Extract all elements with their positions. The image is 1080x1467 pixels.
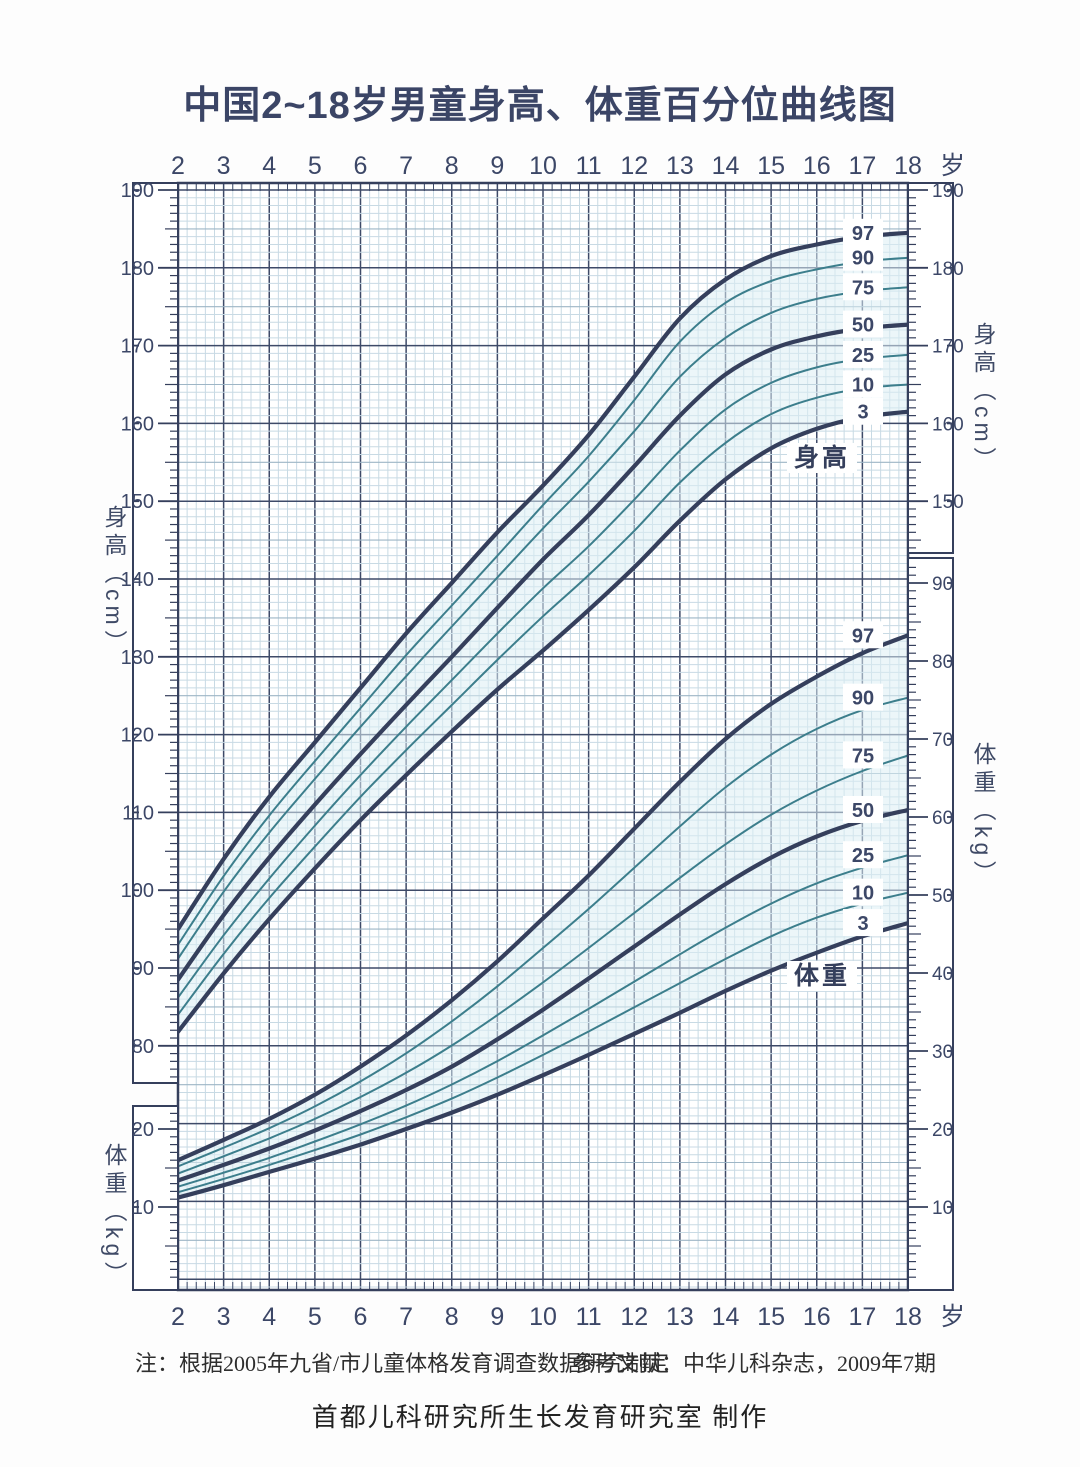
svg-text:8: 8 — [445, 1303, 459, 1331]
height-curves — [178, 230, 908, 1034]
svg-text:160: 160 — [121, 413, 154, 435]
svg-text:130: 130 — [121, 647, 154, 669]
svg-text:75: 75 — [852, 745, 874, 767]
svg-text:6: 6 — [354, 1303, 368, 1331]
height-percentile-labels: 97 90 75 50 25 10 3 — [843, 218, 883, 425]
svg-text:岁: 岁 — [940, 152, 965, 180]
svg-text:14: 14 — [712, 152, 740, 180]
page-title: 中国2~18岁男童身高、体重百分位曲线图 — [183, 85, 897, 127]
svg-text:97: 97 — [852, 625, 874, 647]
svg-text:10: 10 — [852, 375, 874, 397]
right-weight-axis-caption: 体重（kg） — [970, 742, 996, 889]
footnote-reference: 参考文献：中华儿科杂志，2009年7期 — [573, 1351, 937, 1376]
svg-text:3: 3 — [857, 913, 868, 935]
svg-text:80: 80 — [932, 652, 953, 673]
axis-minor-ticks — [186, 184, 900, 1289]
svg-text:190: 190 — [932, 181, 964, 202]
svg-text:2: 2 — [171, 1303, 185, 1331]
svg-text:4: 4 — [262, 152, 276, 180]
svg-text:97: 97 — [852, 223, 874, 245]
svg-text:2: 2 — [171, 152, 185, 180]
svg-text:40: 40 — [932, 964, 953, 985]
svg-text:180: 180 — [932, 259, 964, 280]
svg-text:11: 11 — [576, 1303, 602, 1331]
age-axis-labels: 2 2 3 3 4 4 5 5 6 6 7 7 8 8 9 9 10 10 11 11 12 12 13 13 14 14 15 15… — [171, 152, 965, 1331]
svg-text:15: 15 — [757, 1303, 785, 1331]
svg-text:3: 3 — [217, 152, 231, 180]
svg-text:5: 5 — [308, 1303, 322, 1331]
svg-text:90: 90 — [852, 248, 874, 270]
svg-text:7: 7 — [399, 152, 413, 180]
svg-text:10: 10 — [932, 1198, 953, 1219]
svg-text:14: 14 — [712, 1303, 740, 1331]
svg-text:90: 90 — [132, 958, 154, 980]
svg-text:150: 150 — [932, 492, 964, 513]
svg-text:120: 120 — [121, 725, 154, 747]
left-height-axis-caption: 身高（cm） — [101, 505, 127, 658]
svg-text:4: 4 — [262, 1303, 276, 1331]
svg-text:30: 30 — [932, 1042, 953, 1063]
height-curves-label: 身高 — [787, 443, 858, 473]
svg-text:10: 10 — [132, 1197, 154, 1219]
svg-text:50: 50 — [852, 315, 874, 337]
svg-text:12: 12 — [620, 1303, 648, 1331]
svg-text:160: 160 — [932, 414, 964, 435]
svg-text:75: 75 — [852, 277, 874, 299]
svg-text:25: 25 — [852, 845, 874, 867]
svg-text:20: 20 — [932, 1120, 953, 1141]
left-weight-axis-caption: 体重（kg） — [101, 1143, 127, 1290]
svg-text:7: 7 — [399, 1303, 413, 1331]
svg-text:80: 80 — [132, 1036, 154, 1058]
svg-text:180: 180 — [121, 258, 154, 280]
svg-text:15: 15 — [757, 152, 785, 180]
svg-text:10: 10 — [529, 152, 557, 180]
svg-text:3: 3 — [857, 402, 868, 424]
svg-text:10: 10 — [852, 883, 874, 905]
svg-text:17: 17 — [848, 152, 876, 180]
svg-text:5: 5 — [308, 152, 322, 180]
svg-text:岁: 岁 — [940, 1303, 965, 1331]
svg-text:50: 50 — [932, 886, 953, 907]
svg-text:20: 20 — [132, 1119, 154, 1141]
svg-text:70: 70 — [932, 730, 953, 751]
svg-text:16: 16 — [803, 1303, 831, 1331]
right-height-ruler: 190 180 170 160 150 — [907, 181, 964, 554]
svg-text:140: 140 — [121, 569, 154, 591]
svg-text:190: 190 — [121, 180, 154, 202]
right-weight-ruler: 90 80 70 60 50 40 30 20 10 — [907, 557, 954, 1291]
svg-text:90: 90 — [852, 688, 874, 710]
svg-text:3: 3 — [217, 1303, 231, 1331]
left-height-ruler: 190 180 170 160 150 140 130 120 110 100 90 80 — [121, 180, 179, 1084]
svg-text:18: 18 — [894, 1303, 922, 1331]
weight-percentile-labels: 97 90 75 50 25 10 3 — [843, 621, 883, 937]
svg-text:60: 60 — [932, 808, 953, 829]
svg-text:17: 17 — [848, 1303, 876, 1331]
svg-text:170: 170 — [121, 336, 154, 358]
weight-curves-label: 体重 — [787, 961, 858, 991]
footnote-source: 注：根据2005年九省/市儿童体格发育调查数据研究制定 — [135, 1351, 670, 1376]
svg-text:12: 12 — [620, 152, 648, 180]
svg-text:11: 11 — [576, 152, 602, 180]
svg-text:10: 10 — [529, 1303, 557, 1331]
svg-text:100: 100 — [121, 880, 154, 902]
svg-text:50: 50 — [852, 800, 874, 822]
svg-text:25: 25 — [852, 345, 874, 367]
svg-text:150: 150 — [121, 491, 154, 513]
svg-text:9: 9 — [490, 1303, 504, 1331]
right-height-axis-caption: 身高（cm） — [970, 322, 996, 475]
footnote-producer: 首都儿科研究所生长发育研究室 制作 — [311, 1403, 769, 1432]
weight-curves — [178, 633, 908, 1200]
svg-text:13: 13 — [666, 152, 694, 180]
svg-text:110: 110 — [122, 802, 154, 824]
svg-text:16: 16 — [803, 152, 831, 180]
svg-text:13: 13 — [666, 1303, 694, 1331]
svg-text:90: 90 — [932, 574, 953, 595]
svg-text:18: 18 — [894, 152, 922, 180]
svg-text:6: 6 — [354, 152, 368, 180]
svg-text:9: 9 — [490, 152, 504, 180]
svg-text:8: 8 — [445, 152, 459, 180]
svg-text:170: 170 — [932, 337, 964, 358]
